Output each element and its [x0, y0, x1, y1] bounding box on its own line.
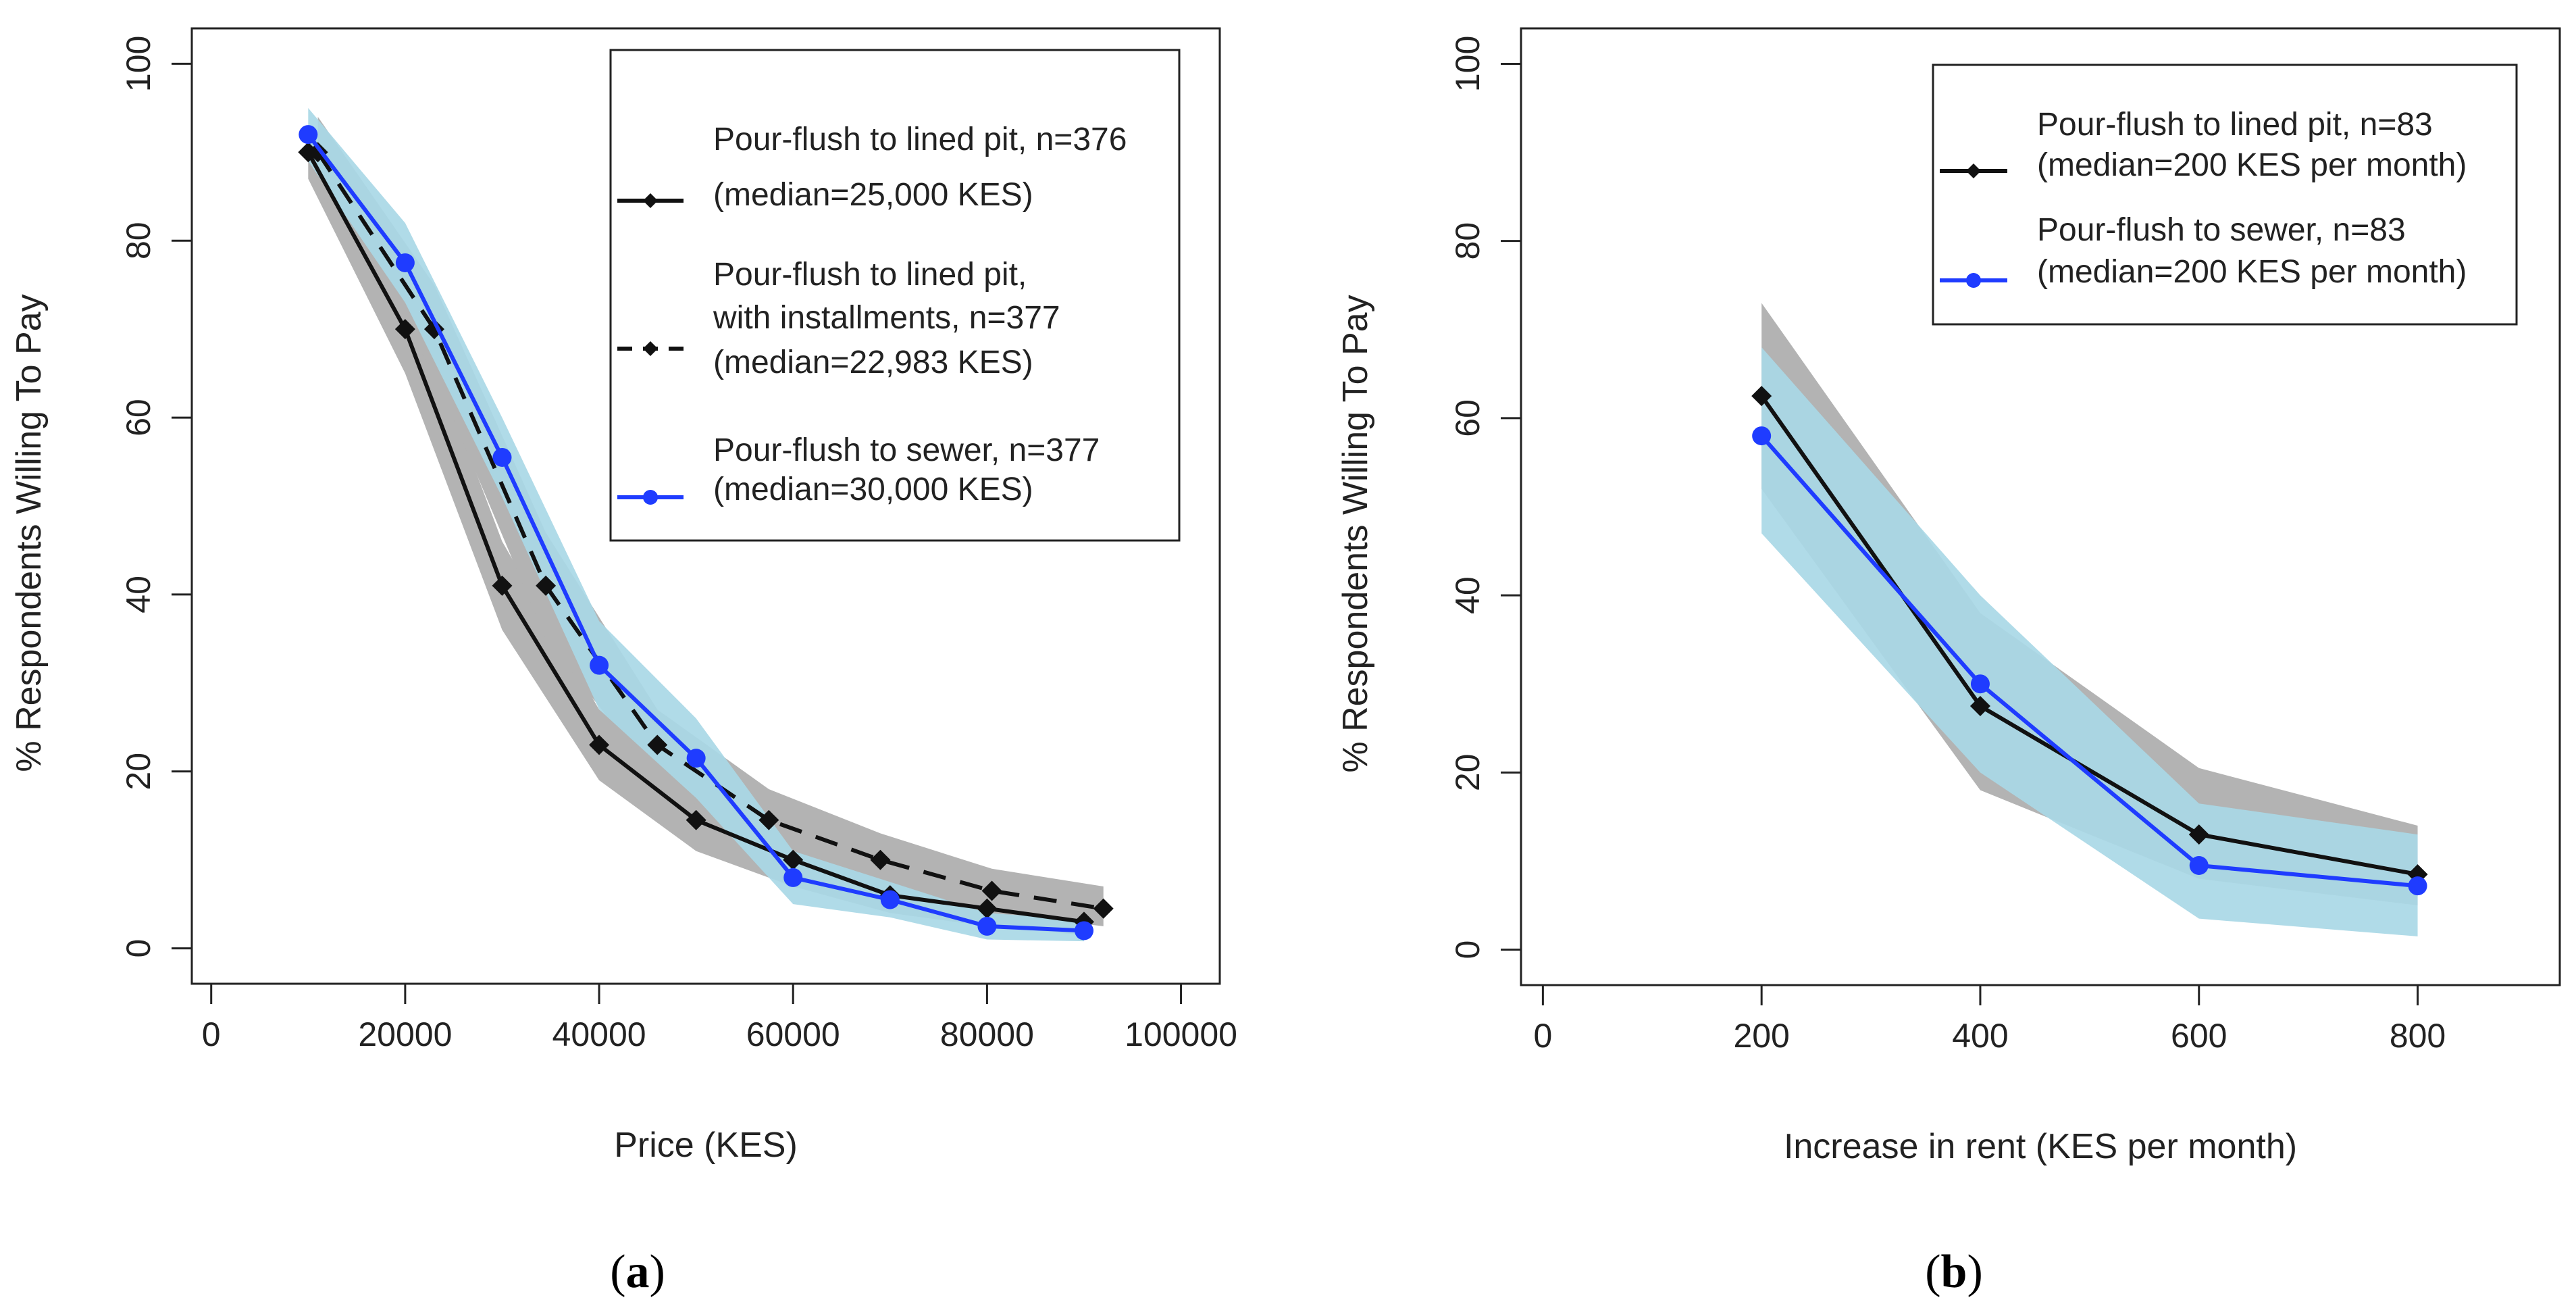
panel-a-series-2-point	[783, 868, 803, 887]
panel-b-y-tick-label: 20	[1449, 754, 1487, 792]
panel-b-legend-marker-1	[1966, 273, 1981, 288]
panel-a-chart: 0 20000 40000 60000 80000 100000 Price (KES) 0 2…	[9, 27, 1237, 1165]
panel-b-y-tick-label: 40	[1449, 576, 1487, 614]
panel-b-y-tick-label: 100	[1449, 36, 1487, 92]
panel-b-series-1-point	[1752, 426, 1772, 446]
panel-b-caption-letter: b	[1941, 1246, 1967, 1298]
panel-a-x-tick-label: 100000	[1125, 1015, 1237, 1053]
panel-b-y-tick-label: 0	[1449, 941, 1487, 959]
panel-b-legend-marker-0	[1966, 164, 1981, 178]
panel-a-series-1-point	[1093, 898, 1114, 919]
panel-b-y-tick-label: 80	[1449, 222, 1487, 260]
panel-b-x-tick-label: 0	[1533, 1017, 1552, 1055]
panel-b-series-0-point	[2188, 824, 2209, 845]
panel-b-series-1-line	[1759, 434, 2418, 888]
panel-a-y-tick-label: 60	[120, 399, 157, 436]
panel-a-series-1-point	[870, 849, 891, 870]
panel-a-legend-label-0: (median=25,000 KES)	[713, 177, 1033, 213]
panel-a-series-2-point	[492, 447, 512, 467]
panel-a-x-tick-label: 40000	[552, 1015, 646, 1053]
panel-a-y-tick-label: 80	[120, 222, 157, 259]
panel-a-series-2-point	[880, 890, 900, 909]
panel-a-series-1-point	[536, 575, 557, 596]
panel-b-series-1-point	[2189, 856, 2209, 875]
panel-a-legend-label-1: (median=22,983 KES)	[713, 345, 1033, 380]
panel-a-legend-label-1: with installments, n=377	[713, 300, 1060, 336]
panel-a-x-tick-label: 80000	[940, 1015, 1034, 1053]
panel-b-series-0-point	[1969, 696, 1990, 716]
panel-b-y-axis-label: % Respondents Willing To Pay	[1336, 295, 1375, 772]
panel-a-y-tick-label: 40	[120, 576, 157, 613]
panel-a-series-2-point	[299, 125, 318, 145]
panel-b-series-1-point	[1970, 674, 1990, 694]
panel-a-series-0-point	[492, 575, 513, 596]
panel-a-y-tick-label: 0	[120, 939, 157, 958]
panel-a-series-2-point	[1074, 921, 1093, 941]
panel-a-legend-label-1: Pour-flush to lined pit,	[713, 257, 1027, 293]
panel-b-legend-box	[1932, 64, 2518, 326]
panel-b-series-0-point	[1751, 386, 1772, 407]
panel-a-caption-letter: a	[626, 1246, 650, 1298]
panel-a-legend-label-2: Pour-flush to sewer, n=377	[713, 432, 1100, 468]
panel-a-x-axis-label: Price (KES)	[614, 1126, 798, 1165]
panel-a-legend-marker-2	[643, 490, 658, 505]
panel-a-x-tick-label: 20000	[358, 1015, 452, 1053]
panel-a-series-2-point	[686, 749, 706, 768]
panel-a-x-tick-label: 60000	[746, 1015, 840, 1053]
panel-b-x-tick-label: 400	[1952, 1017, 2008, 1055]
panel-a-series-0-point	[783, 849, 804, 870]
panel-a-series-2-confidence-band	[308, 107, 1084, 942]
panel-b-series-1-point	[2408, 876, 2427, 896]
panel-a-legend-label-2: (median=30,000 KES)	[713, 472, 1033, 507]
panel-b-legend-label-0: (median=200 KES per month)	[2037, 147, 2467, 183]
panel-a-series-1-point	[647, 734, 668, 755]
panel-a-series-0-point	[589, 734, 610, 755]
panel-a-series-2-point	[395, 253, 415, 272]
panel-b-legend-label-0: Pour-flush to lined pit, n=83	[2037, 107, 2433, 143]
panel-a-caption: (a)	[610, 1246, 665, 1298]
panel-a-series-1-point	[981, 880, 1002, 901]
panel-a-series-2-point	[590, 655, 609, 675]
panel-a-y-tick-label: 100	[120, 36, 157, 92]
panel-b-x-axis-label: Increase in rent (KES per month)	[1784, 1127, 2297, 1166]
panel-a-series-0-point	[977, 898, 998, 919]
panel-a-legend-marker-0	[643, 193, 658, 208]
panel-b-series-1-confidence-band	[1761, 347, 2418, 936]
panel-a-series-1-point	[758, 809, 779, 830]
panel-a-y-tick-label: 20	[120, 753, 157, 791]
panel-a-series-2-point	[977, 916, 997, 936]
panel-a-series-0-point	[686, 809, 706, 830]
panel-b-legend-label-1: Pour-flush to sewer, n=83	[2037, 212, 2406, 248]
panel-b-y-tick-label: 60	[1449, 399, 1487, 437]
panel-b-series-0-line	[1759, 395, 2419, 877]
panel-b-x-tick-label: 800	[2390, 1017, 2446, 1055]
panel-a-series-1-line	[316, 151, 1104, 911]
panel-b-x-tick-label: 600	[2171, 1017, 2227, 1055]
panel-b-x-tick-label: 200	[1733, 1017, 1789, 1055]
panel-a-x-tick-label: 0	[202, 1015, 221, 1053]
panel-a-legend-label-0: Pour-flush to lined pit, n=376	[713, 122, 1127, 157]
panel-a-y-axis-label: % Respondents Willing To Pay	[9, 294, 49, 772]
panel-a-series-0-point	[394, 319, 415, 340]
panel-a-legend-marker-1	[643, 341, 658, 356]
panel-b-legend-label-1: (median=200 KES per month)	[2037, 254, 2467, 290]
panel-a-legend-box	[609, 49, 1181, 542]
panel-b-caption: (b)	[1925, 1246, 1983, 1298]
